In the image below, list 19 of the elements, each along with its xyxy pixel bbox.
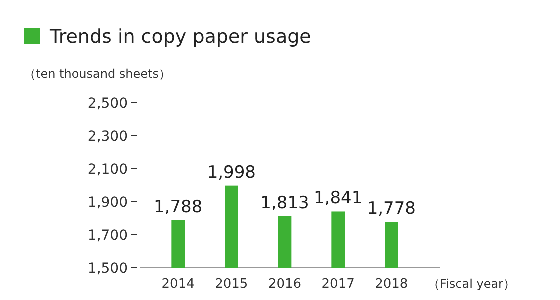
x-tick-label: 2017 [322, 277, 355, 292]
x-tick-label: 2018 [375, 277, 408, 292]
y-tick-label: 1,700 [88, 228, 128, 244]
x-tick-label: 2015 [215, 277, 248, 292]
y-tick-label: 1,500 [88, 261, 128, 277]
y-axis-title: （ten thousand sheets） [24, 67, 171, 81]
y-tick-label: 2,500 [88, 96, 128, 112]
data-label: 1,998 [207, 162, 256, 183]
data-label: 1,813 [260, 193, 310, 214]
x-tick-label: 2014 [162, 277, 195, 292]
data-label: 1,841 [314, 188, 363, 209]
x-axis-title: （Fiscal year） [428, 277, 516, 291]
y-tick-label: 1,900 [88, 195, 128, 211]
data-label: 1,778 [367, 199, 416, 220]
data-label: 1,788 [154, 197, 203, 218]
y-tick-label: 2,300 [88, 129, 128, 145]
chart-title: Trends in copy paper usage [49, 26, 312, 48]
x-tick-label: 2016 [268, 277, 302, 292]
y-tick-label: 2,100 [88, 162, 128, 178]
